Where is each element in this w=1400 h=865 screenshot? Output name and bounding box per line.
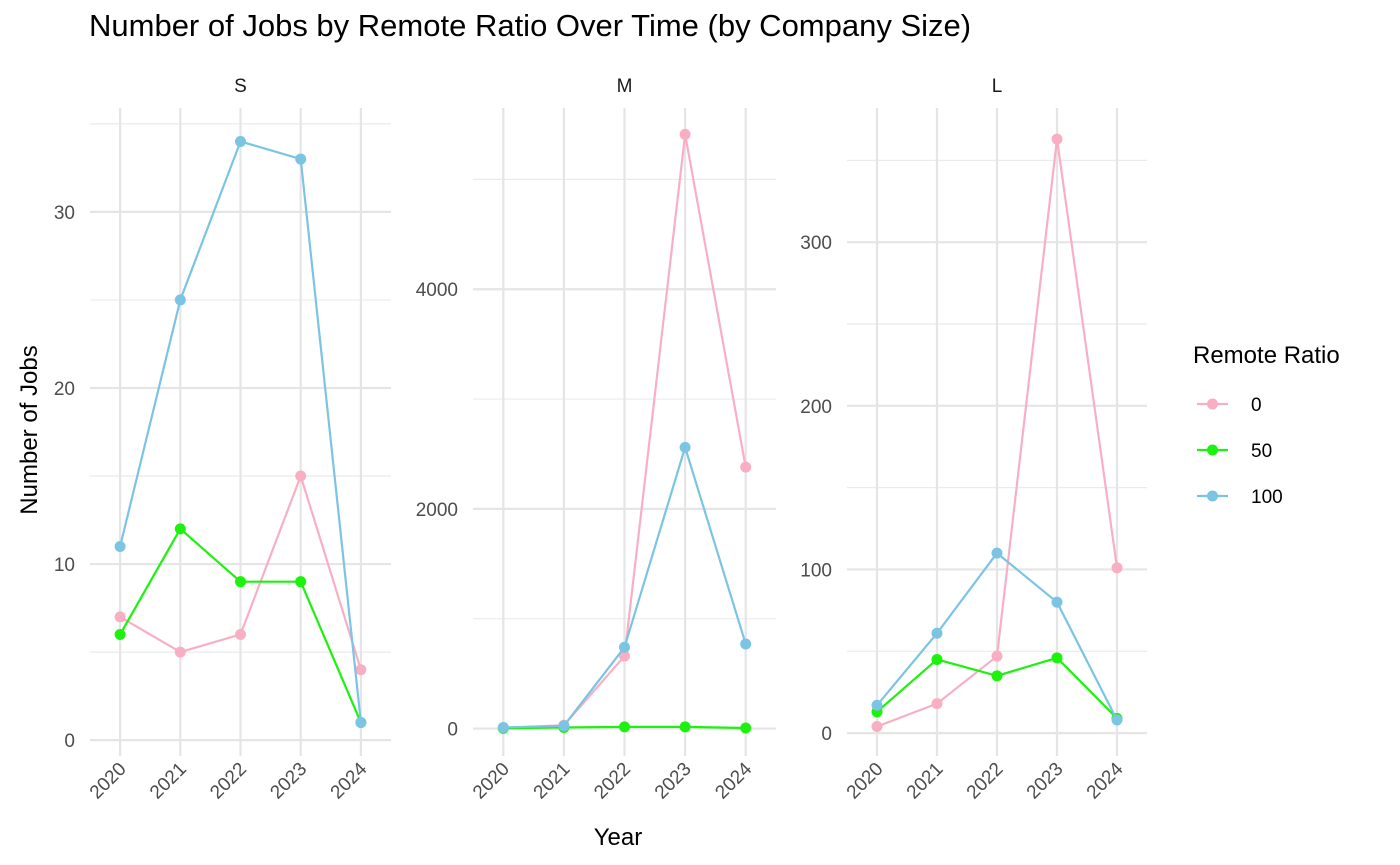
data-point — [931, 653, 943, 665]
series-100 — [114, 135, 367, 729]
x-tick-label: 2022 — [590, 759, 635, 804]
y-tick-label: 2000 — [416, 500, 458, 521]
legend-key-point — [1207, 398, 1218, 410]
data-point — [114, 611, 126, 623]
legend-item-50: 50 — [1197, 441, 1272, 462]
facet-panel-m: M 0 2000 4000 2020 2021 2022 2023 2024 — [416, 76, 776, 803]
y-tick-label: 0 — [821, 724, 832, 745]
x-axis-title: Year — [594, 824, 643, 851]
legend-label: 0 — [1251, 395, 1262, 416]
x-tick-label: 2020 — [843, 759, 888, 804]
y-tick-label: 200 — [800, 397, 832, 418]
x-tick-label: 2020 — [86, 759, 131, 804]
data-point — [679, 128, 691, 140]
facet-label: L — [992, 76, 1003, 97]
chart-title: Number of Jobs by Remote Ratio Over Time… — [89, 8, 972, 43]
data-point — [355, 717, 367, 729]
data-point — [114, 629, 126, 640]
facet-panel-s: S 0 10 20 30 2020 2021 2022 2023 2024 — [54, 76, 391, 803]
data-point — [1051, 133, 1063, 145]
x-tick-label: 2024 — [327, 758, 372, 803]
data-point — [355, 664, 367, 676]
series-50 — [871, 652, 1123, 724]
legend-item-0: 0 — [1197, 395, 1262, 416]
data-point — [871, 721, 883, 733]
y-tick-label: 100 — [800, 560, 832, 581]
data-point — [740, 638, 752, 650]
x-tick-label: 2023 — [266, 759, 311, 804]
y-tick-label: 300 — [800, 233, 832, 254]
data-point — [991, 547, 1003, 559]
y-tick-label: 4000 — [416, 280, 458, 301]
y-axis-title: Number of Jobs — [16, 345, 43, 514]
data-point — [174, 523, 186, 535]
x-tick-label: 2021 — [903, 759, 948, 804]
x-tick-label: 2023 — [651, 759, 696, 804]
x-tick-label: 2024 — [711, 758, 756, 803]
y-tick-label: 0 — [447, 720, 458, 741]
legend-label: 100 — [1251, 487, 1283, 508]
data-point — [740, 461, 752, 473]
data-point — [235, 135, 246, 147]
facet-label: M — [617, 76, 633, 97]
data-point — [619, 721, 630, 733]
x-tick-label: 2021 — [146, 759, 191, 804]
data-point — [174, 294, 186, 306]
legend: Remote Ratio 0 50 100 — [1193, 342, 1340, 508]
data-point — [1111, 714, 1123, 726]
x-tick-label: 2023 — [1023, 759, 1068, 804]
data-point — [991, 670, 1003, 682]
facet-panel-l: L 0 100 200 300 2020 2021 2022 2023 2024 — [800, 76, 1147, 803]
x-tick-label: 2021 — [530, 759, 575, 804]
data-point — [235, 576, 246, 588]
legend-key-point — [1207, 490, 1218, 502]
x-tick-label: 2022 — [963, 759, 1008, 804]
data-point — [295, 576, 307, 588]
y-tick-label: 10 — [54, 555, 75, 576]
data-point — [679, 721, 691, 733]
gridlines — [90, 108, 391, 756]
data-point — [679, 441, 691, 453]
y-tick-label: 30 — [54, 203, 75, 224]
data-point — [619, 650, 630, 662]
series-100 — [871, 547, 1123, 726]
data-point — [295, 153, 307, 165]
data-point — [1051, 596, 1063, 608]
facet-label: S — [234, 76, 247, 97]
series-100 — [497, 441, 752, 733]
data-point — [497, 721, 509, 733]
data-point — [931, 627, 943, 639]
data-point — [295, 470, 307, 482]
legend-title: Remote Ratio — [1193, 342, 1340, 369]
data-point — [174, 646, 186, 658]
legend-item-100: 100 — [1197, 487, 1283, 508]
x-tick-label: 2022 — [206, 759, 251, 804]
data-point — [1051, 652, 1063, 664]
legend-label: 50 — [1251, 441, 1272, 462]
data-point — [931, 698, 943, 710]
x-tick-label: 2020 — [469, 759, 514, 804]
y-tick-label: 0 — [64, 731, 75, 752]
x-tick-label: 2024 — [1083, 758, 1128, 803]
data-point — [991, 650, 1003, 662]
data-point — [558, 720, 570, 732]
y-tick-label: 20 — [54, 379, 75, 400]
series-0 — [114, 470, 367, 676]
legend-items: 0 50 100 — [1197, 395, 1283, 508]
data-point — [1111, 562, 1123, 574]
data-point — [871, 699, 883, 711]
data-point — [619, 641, 630, 653]
data-point — [114, 540, 126, 552]
legend-key-point — [1207, 444, 1218, 456]
data-point — [235, 629, 246, 640]
data-point — [740, 722, 752, 734]
series-0 — [871, 133, 1123, 733]
